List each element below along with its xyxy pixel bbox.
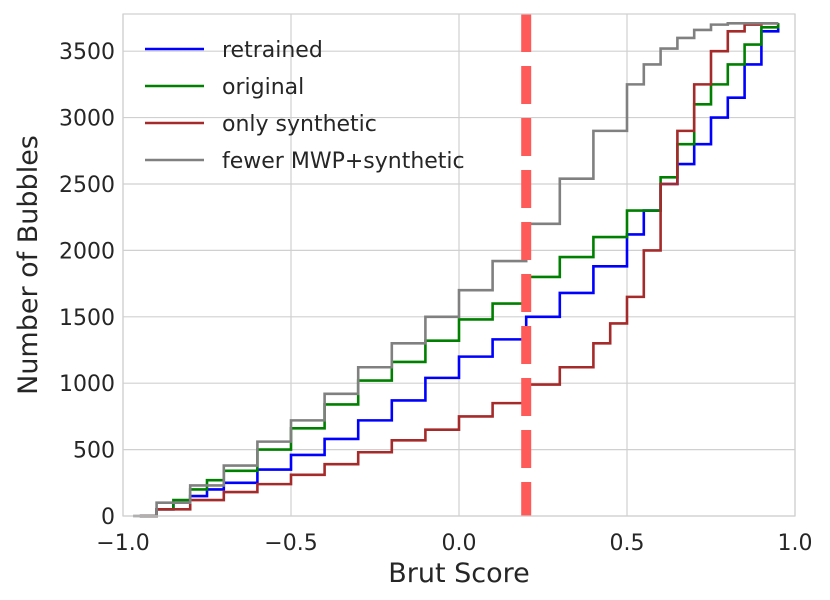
x-tick-label-4: 1.0	[778, 531, 813, 556]
x-tick-label-1: −0.5	[264, 531, 317, 556]
series-lines	[133, 21, 780, 518]
y-axis-label: Number of Bubbles	[13, 135, 44, 395]
legend-label-3: fewer MWP+synthetic	[222, 149, 465, 174]
y-tick-label-5: 2500	[59, 173, 115, 198]
series-line-retrained	[139, 23, 780, 518]
series-line-only-synthetic	[139, 21, 779, 518]
y-tick-label-4: 2000	[59, 239, 115, 264]
x-axis-label: Brut Score	[388, 558, 530, 589]
y-tick-labels: 0 500 1000 1500 2000 2500 3000 3500	[59, 40, 115, 530]
y-tick-label-3: 1500	[59, 306, 115, 331]
y-tick-label-6: 3000	[59, 107, 115, 132]
x-tick-label-3: 0.5	[610, 531, 645, 556]
y-tick-label-1: 500	[73, 439, 115, 464]
legend-label-2: only synthetic	[222, 112, 377, 137]
x-tick-label-2: 0.0	[442, 531, 477, 556]
legend: retrained original only synthetic fewer MWP…	[145, 38, 465, 174]
series-line-original	[139, 23, 780, 518]
legend-label-0: retrained	[222, 38, 323, 63]
y-tick-label-0: 0	[101, 505, 115, 530]
y-tick-label-7: 3500	[59, 40, 115, 65]
x-tick-label-0: −1.0	[96, 531, 149, 556]
legend-label-1: original	[222, 75, 304, 100]
series-line-fewer-mwp-synthetic	[133, 21, 779, 518]
plot-frame	[122, 13, 796, 517]
x-tick-labels: −1.0 −0.5 0.0 0.5 1.0	[96, 531, 812, 556]
y-tick-label-2: 1000	[59, 372, 115, 397]
